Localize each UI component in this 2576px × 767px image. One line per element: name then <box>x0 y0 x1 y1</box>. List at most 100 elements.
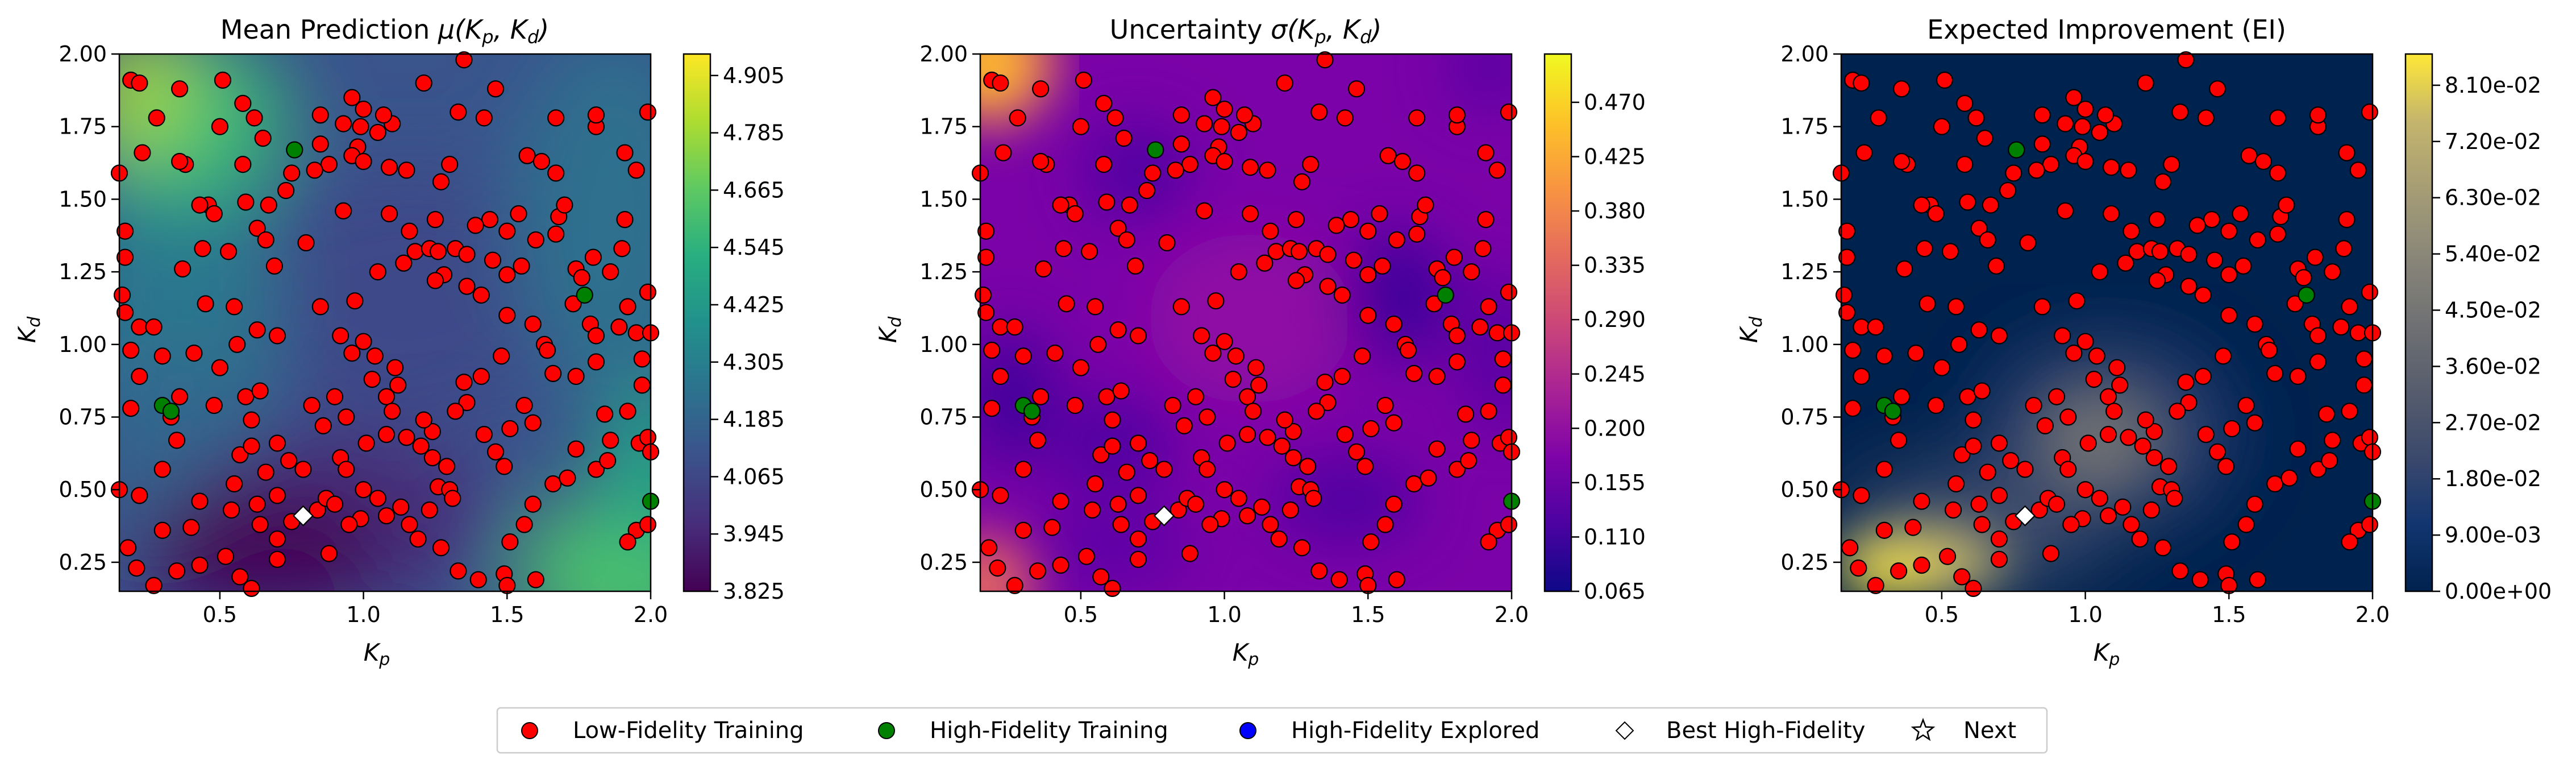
uncertainty-low-fidelity-point <box>1417 196 1434 214</box>
mean-colorbar-tick-label: 3.825 <box>723 579 785 604</box>
uncertainty-low-fidelity-point <box>1488 324 1506 342</box>
mean-low-fidelity-point <box>335 115 352 132</box>
mean-low-fidelity-point <box>556 196 573 214</box>
uncertainty-low-fidelity-point <box>1371 205 1388 223</box>
uncertainty-low-fidelity-point <box>989 559 1006 577</box>
uncertainty-x-tick-label: 1.5 <box>1351 602 1385 627</box>
mean-colorbar-tick-label: 4.785 <box>723 121 785 146</box>
ei-low-fidelity-point <box>2117 254 2134 272</box>
mean-low-fidelity-point <box>314 417 332 434</box>
uncertainty-low-fidelity-point <box>1196 202 1213 219</box>
uncertainty-low-fidelity-point <box>977 248 995 266</box>
uncertainty-y-tick-label: 1.00 <box>919 332 968 357</box>
mean-low-fidelity-point <box>352 118 369 135</box>
uncertainty-low-fidelity-point <box>1253 498 1271 516</box>
mean-low-fidelity-point <box>131 367 148 385</box>
mean-axes-frame <box>118 53 652 592</box>
ei-y-ticks: 0.25 0.50 0.75 1.00 1.25 1.50 1.75 2.00 <box>1780 42 1841 575</box>
uncertainty-low-fidelity-point <box>1245 403 1262 420</box>
mean-low-fidelity-point <box>610 318 628 336</box>
ei-y-tick-label: 1.25 <box>1780 259 1829 284</box>
ei-title: Expected Improvement (EI) <box>1927 14 2286 45</box>
mean-low-fidelity-point <box>363 371 381 388</box>
ei-low-fidelity-point <box>2309 106 2327 124</box>
mean-low-fidelity-point <box>398 429 415 446</box>
mean-low-fidelity-point <box>211 359 228 376</box>
uncertainty-low-fidelity-point <box>1089 335 1107 353</box>
mean-low-fidelity-point <box>297 234 315 252</box>
uncertainty-low-fidelity-point <box>1316 374 1334 391</box>
uncertainty-low-fidelity-point <box>1319 277 1337 295</box>
ei-low-fidelity-point <box>2309 461 2327 478</box>
uncertainty-low-fidelity-point <box>1129 434 1147 452</box>
mean-low-fidelity-point <box>559 469 576 487</box>
uncertainty-low-fidelity-point <box>1342 211 1360 229</box>
uncertainty-low-fidelity-point <box>1230 490 1247 507</box>
uncertainty-colorbar-tick-label: 0.470 <box>1584 90 1646 115</box>
ei-low-fidelity-point <box>2205 251 2224 269</box>
uncertainty-low-fidelity-point <box>1095 94 1113 112</box>
mean-low-fidelity-point <box>515 396 533 414</box>
ei-low-fidelity-point <box>1838 222 1856 240</box>
uncertainty-low-fidelity-point <box>1201 516 1219 533</box>
uncertainty-low-fidelity-point <box>1032 388 1050 405</box>
ei-low-fidelity-point <box>2361 283 2379 301</box>
uncertainty-low-fidelity-point <box>1144 164 1162 182</box>
ei-low-fidelity-point <box>2148 272 2166 289</box>
mean-low-fidelity-point <box>547 225 565 243</box>
ei-low-fidelity-point <box>2220 306 2238 324</box>
uncertainty-low-fidelity-point <box>1164 396 1181 414</box>
uncertainty-colorbar-tick-label: 0.380 <box>1584 198 1646 223</box>
ei-low-fidelity-point <box>2249 231 2266 249</box>
uncertainty-low-fidelity-point <box>1052 196 1069 214</box>
uncertainty-low-fidelity-point <box>1058 295 1075 313</box>
uncertainty-low-fidelity-point <box>1448 461 1466 478</box>
mean-low-fidelity-point <box>481 211 499 229</box>
uncertainty-low-fidelity-point <box>1336 426 1354 443</box>
uncertainty-low-fidelity-point <box>1216 152 1233 171</box>
ei-low-fidelity-point <box>2191 571 2209 588</box>
ei-low-fidelity-point <box>2180 277 2198 295</box>
mean-colorbar-tick-label: 4.185 <box>723 407 785 432</box>
uncertainty-x-tick-label: 1.0 <box>1207 602 1241 627</box>
mean-low-fidelity-point <box>171 388 189 405</box>
mean-low-fidelity-point <box>426 211 444 229</box>
ei-low-fidelity-point <box>1913 492 1930 510</box>
mean-low-fidelity-point <box>458 393 476 412</box>
mean-low-fidelity-point <box>226 475 243 493</box>
uncertainty-low-fidelity-point <box>1112 382 1130 400</box>
mean-prediction-panel: 0.5 1.0 1.5 2.0 0.25 0.50 0.75 1.00 1.25 1.50 1.7… <box>13 14 785 670</box>
ei-low-fidelity-point <box>2160 458 2178 475</box>
ei-low-fidelity-point <box>2163 156 2180 173</box>
uncertainty-low-fidelity-point <box>1460 452 1478 470</box>
uncertainty-low-fidelity-point <box>1181 156 1199 173</box>
ei-low-fidelity-point <box>1970 219 1988 237</box>
mean-low-fidelity-point <box>171 80 189 98</box>
legend-item-high-fidelity: High-Fidelity Training <box>878 718 1168 744</box>
ei-low-fidelity-point <box>2208 80 2227 98</box>
uncertainty-low-fidelity-point <box>1014 461 1032 478</box>
mean-low-fidelity-point <box>472 286 490 304</box>
mean-low-fidelity-point <box>599 452 617 470</box>
uncertainty-low-fidelity-point <box>1500 103 1518 121</box>
mean-y-label: Kd <box>13 316 44 343</box>
mean-low-fidelity-point <box>369 263 386 281</box>
uncertainty-low-fidelity-point <box>1362 420 1380 438</box>
uncertainty-y-tick-label: 1.25 <box>919 259 968 284</box>
mean-low-fidelity-point <box>145 577 163 594</box>
mean-low-fidelity-point <box>237 193 255 211</box>
mean-low-fidelity-point <box>116 304 134 321</box>
mean-low-fidelity-point <box>602 432 619 449</box>
ei-low-fidelity-point <box>2145 449 2163 467</box>
ei-low-fidelity-point <box>1893 80 1911 98</box>
uncertainty-low-fidelity-point <box>1302 156 1320 173</box>
uncertainty-low-fidelity-point <box>1216 100 1233 118</box>
ei-low-fidelity-point <box>2269 164 2287 182</box>
ei-low-fidelity-point <box>2246 315 2263 333</box>
uncertainty-low-fidelity-point <box>1172 135 1190 153</box>
ei-low-fidelity-point <box>2341 403 2358 420</box>
legend-label-next: Next <box>1963 718 2016 744</box>
mean-low-fidelity-point <box>211 118 228 135</box>
ei-low-fidelity-point <box>2128 243 2146 260</box>
mean-low-fidelity-point <box>398 161 415 179</box>
